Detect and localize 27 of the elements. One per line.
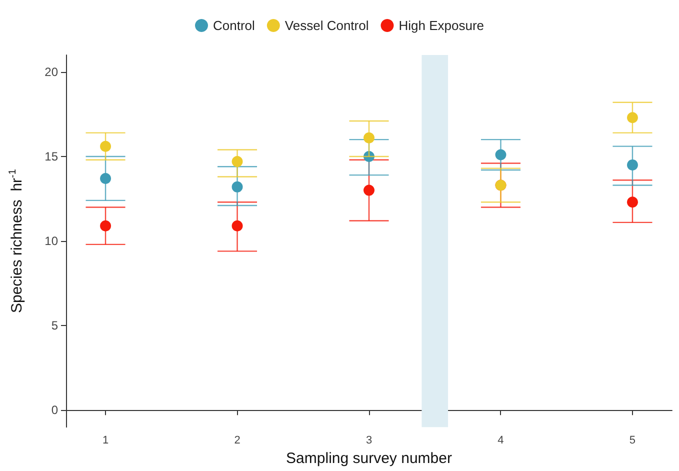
point [100,220,112,232]
x-tick-label: 3 [366,434,372,447]
y-tick-label: 0 [51,403,58,418]
point [626,196,638,208]
x-tick-label: 5 [629,434,636,447]
point [626,159,638,170]
point [232,181,243,192]
point [364,184,374,196]
y-axis-title: Species richness hr-1 [8,168,26,314]
legend-label: Vessel Control [284,18,369,33]
x-tick-label: 4 [498,434,504,447]
x-axis-title: Sampling survey number [286,450,452,467]
y-tick-label: 20 [44,64,58,79]
point [626,112,638,124]
point [232,220,243,232]
point [364,132,374,144]
y-tick-label: 10 [44,234,58,248]
point [495,149,506,160]
point [100,172,112,184]
y-tick-label: 5 [51,318,58,333]
legend-label: Control [213,18,256,33]
point [232,156,243,168]
x-tick-label: 1 [102,434,109,447]
point [100,140,112,152]
x-tick-label: 2 [234,434,240,447]
legend-label: High Exposure [398,18,484,33]
y-tick-label: 15 [44,149,58,164]
